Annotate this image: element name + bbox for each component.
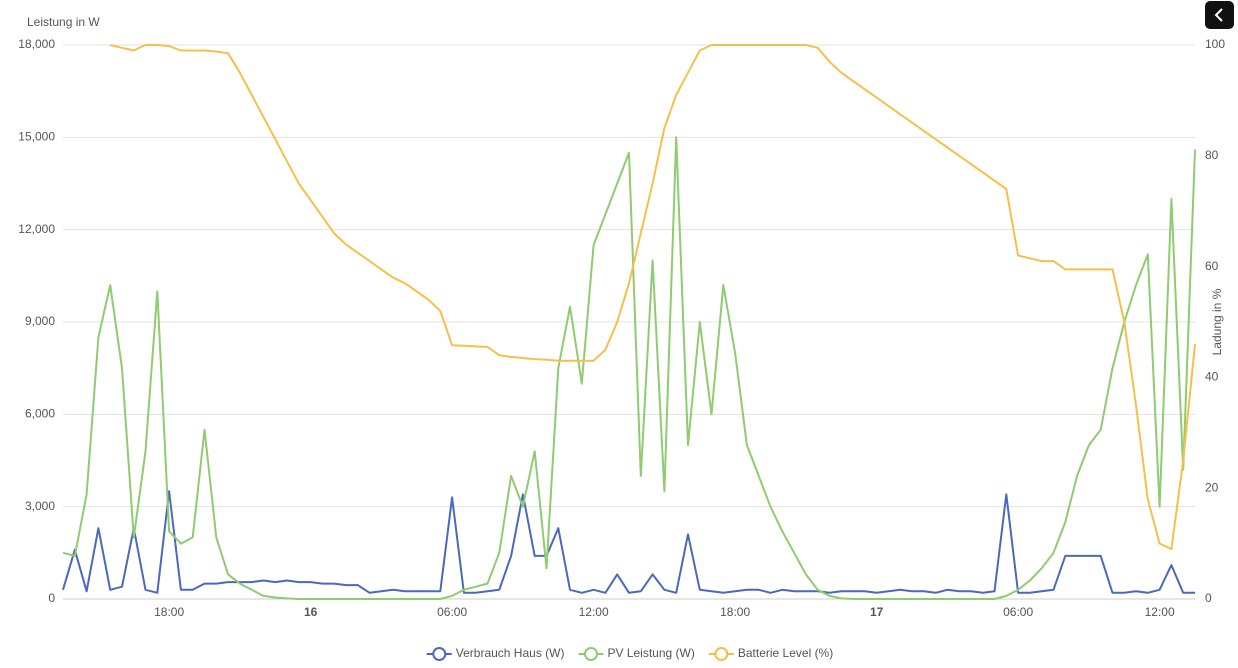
y-tick-label: 15,000: [18, 130, 55, 144]
series-line: [62, 490, 1195, 594]
x-tick-label: 18:00: [720, 605, 750, 619]
y2-tick-label: 0: [1205, 591, 1212, 605]
y-tick-label: 6,000: [25, 407, 55, 421]
x-tick-label: 06:00: [1003, 605, 1033, 619]
x-tick-label: 16: [304, 605, 318, 619]
legend-marker: [583, 647, 598, 661]
back-button[interactable]: [1205, 1, 1234, 29]
y-axis-title: Leistung in W: [27, 15, 100, 29]
y-tick-label: 18,000: [18, 37, 55, 51]
y2-tick-label: 60: [1205, 259, 1219, 273]
x-tick-label: 18:00: [154, 605, 184, 619]
legend-item[interactable]: Batterie Level (%): [708, 646, 833, 661]
legend-item[interactable]: Verbrauch Haus (W): [426, 646, 565, 661]
x-tick-label: 06:00: [437, 605, 467, 619]
x-tick-label: 12:00: [1145, 605, 1175, 619]
legend-label: PV Leistung (W): [607, 646, 694, 660]
x-tick-label: 17: [870, 605, 884, 619]
back-button-bg[interactable]: [1205, 1, 1234, 29]
series-line: [62, 136, 1196, 600]
y2-tick-label: 40: [1205, 370, 1219, 384]
y2-axis-title: Ladung in %: [1210, 288, 1224, 355]
legend: Verbrauch Haus (W) PV Leistung (W) Batteri…: [426, 646, 833, 661]
y-tick-label: 9,000: [25, 314, 55, 328]
legend-label: Verbrauch Haus (W): [456, 646, 565, 660]
y2-tick-label: 100: [1205, 37, 1225, 51]
y2-tick-label: 80: [1205, 148, 1219, 162]
y2-tick-label: 20: [1205, 480, 1219, 494]
x-tick-label: 12:00: [579, 605, 609, 619]
series-line: [109, 44, 1196, 551]
y-tick-label: 0: [48, 591, 55, 605]
legend-marker: [714, 647, 729, 661]
legend-label: Batterie Level (%): [738, 646, 833, 660]
legend-marker: [432, 647, 447, 661]
back-icon[interactable]: [1214, 8, 1223, 22]
y-tick-label: 12,000: [18, 222, 55, 236]
y-tick-label: 3,000: [25, 499, 55, 513]
legend-item[interactable]: PV Leistung (W): [578, 646, 695, 661]
